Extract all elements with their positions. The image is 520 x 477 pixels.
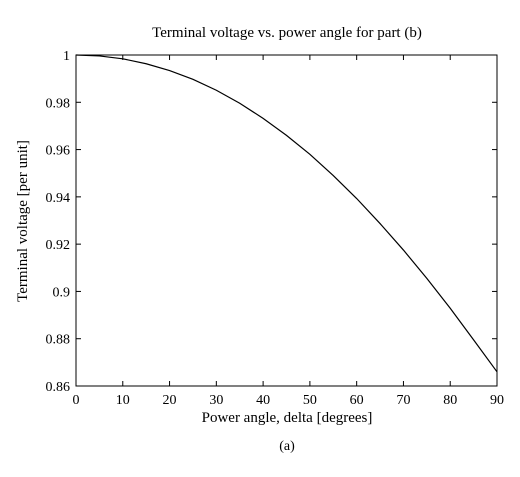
x-tick-label: 40 bbox=[256, 393, 270, 408]
y-tick-label: 0.98 bbox=[46, 96, 71, 111]
axis-tick-labels: 0 10 20 30 40 50 60 70 80 90 0.86 0.88 0.9 0.92 0.94 0.… bbox=[46, 49, 505, 408]
y-tick-label: 0.92 bbox=[46, 238, 71, 253]
y-tick-label: 0.88 bbox=[46, 333, 71, 348]
x-tick-label: 30 bbox=[209, 393, 223, 408]
x-tick-label: 90 bbox=[490, 393, 504, 408]
x-tick-label: 0 bbox=[73, 393, 80, 408]
y-tick-label: 0.9 bbox=[53, 285, 71, 300]
series-line bbox=[75, 54, 498, 373]
y-tick-label: 0.86 bbox=[46, 380, 71, 395]
x-axis-label: Power angle, delta [degrees] bbox=[202, 410, 373, 426]
y-axis-label: Terminal voltage [per unit] bbox=[15, 140, 31, 302]
x-tick-label: 20 bbox=[163, 393, 177, 408]
y-tick-label: 1 bbox=[63, 49, 70, 64]
x-tick-label: 70 bbox=[396, 393, 410, 408]
x-tick-label: 60 bbox=[350, 393, 364, 408]
axis-ticks bbox=[75, 54, 498, 387]
x-tick-label: 50 bbox=[303, 393, 317, 408]
x-tick-label: 10 bbox=[116, 393, 130, 408]
chart-title: Terminal voltage vs. power angle for par… bbox=[152, 25, 422, 41]
y-tick-label: 0.96 bbox=[46, 144, 71, 159]
figure-caption: (a) bbox=[279, 439, 295, 454]
y-tick-label: 0.94 bbox=[46, 191, 71, 206]
plot-frame bbox=[75, 54, 498, 387]
x-tick-label: 80 bbox=[443, 393, 457, 408]
